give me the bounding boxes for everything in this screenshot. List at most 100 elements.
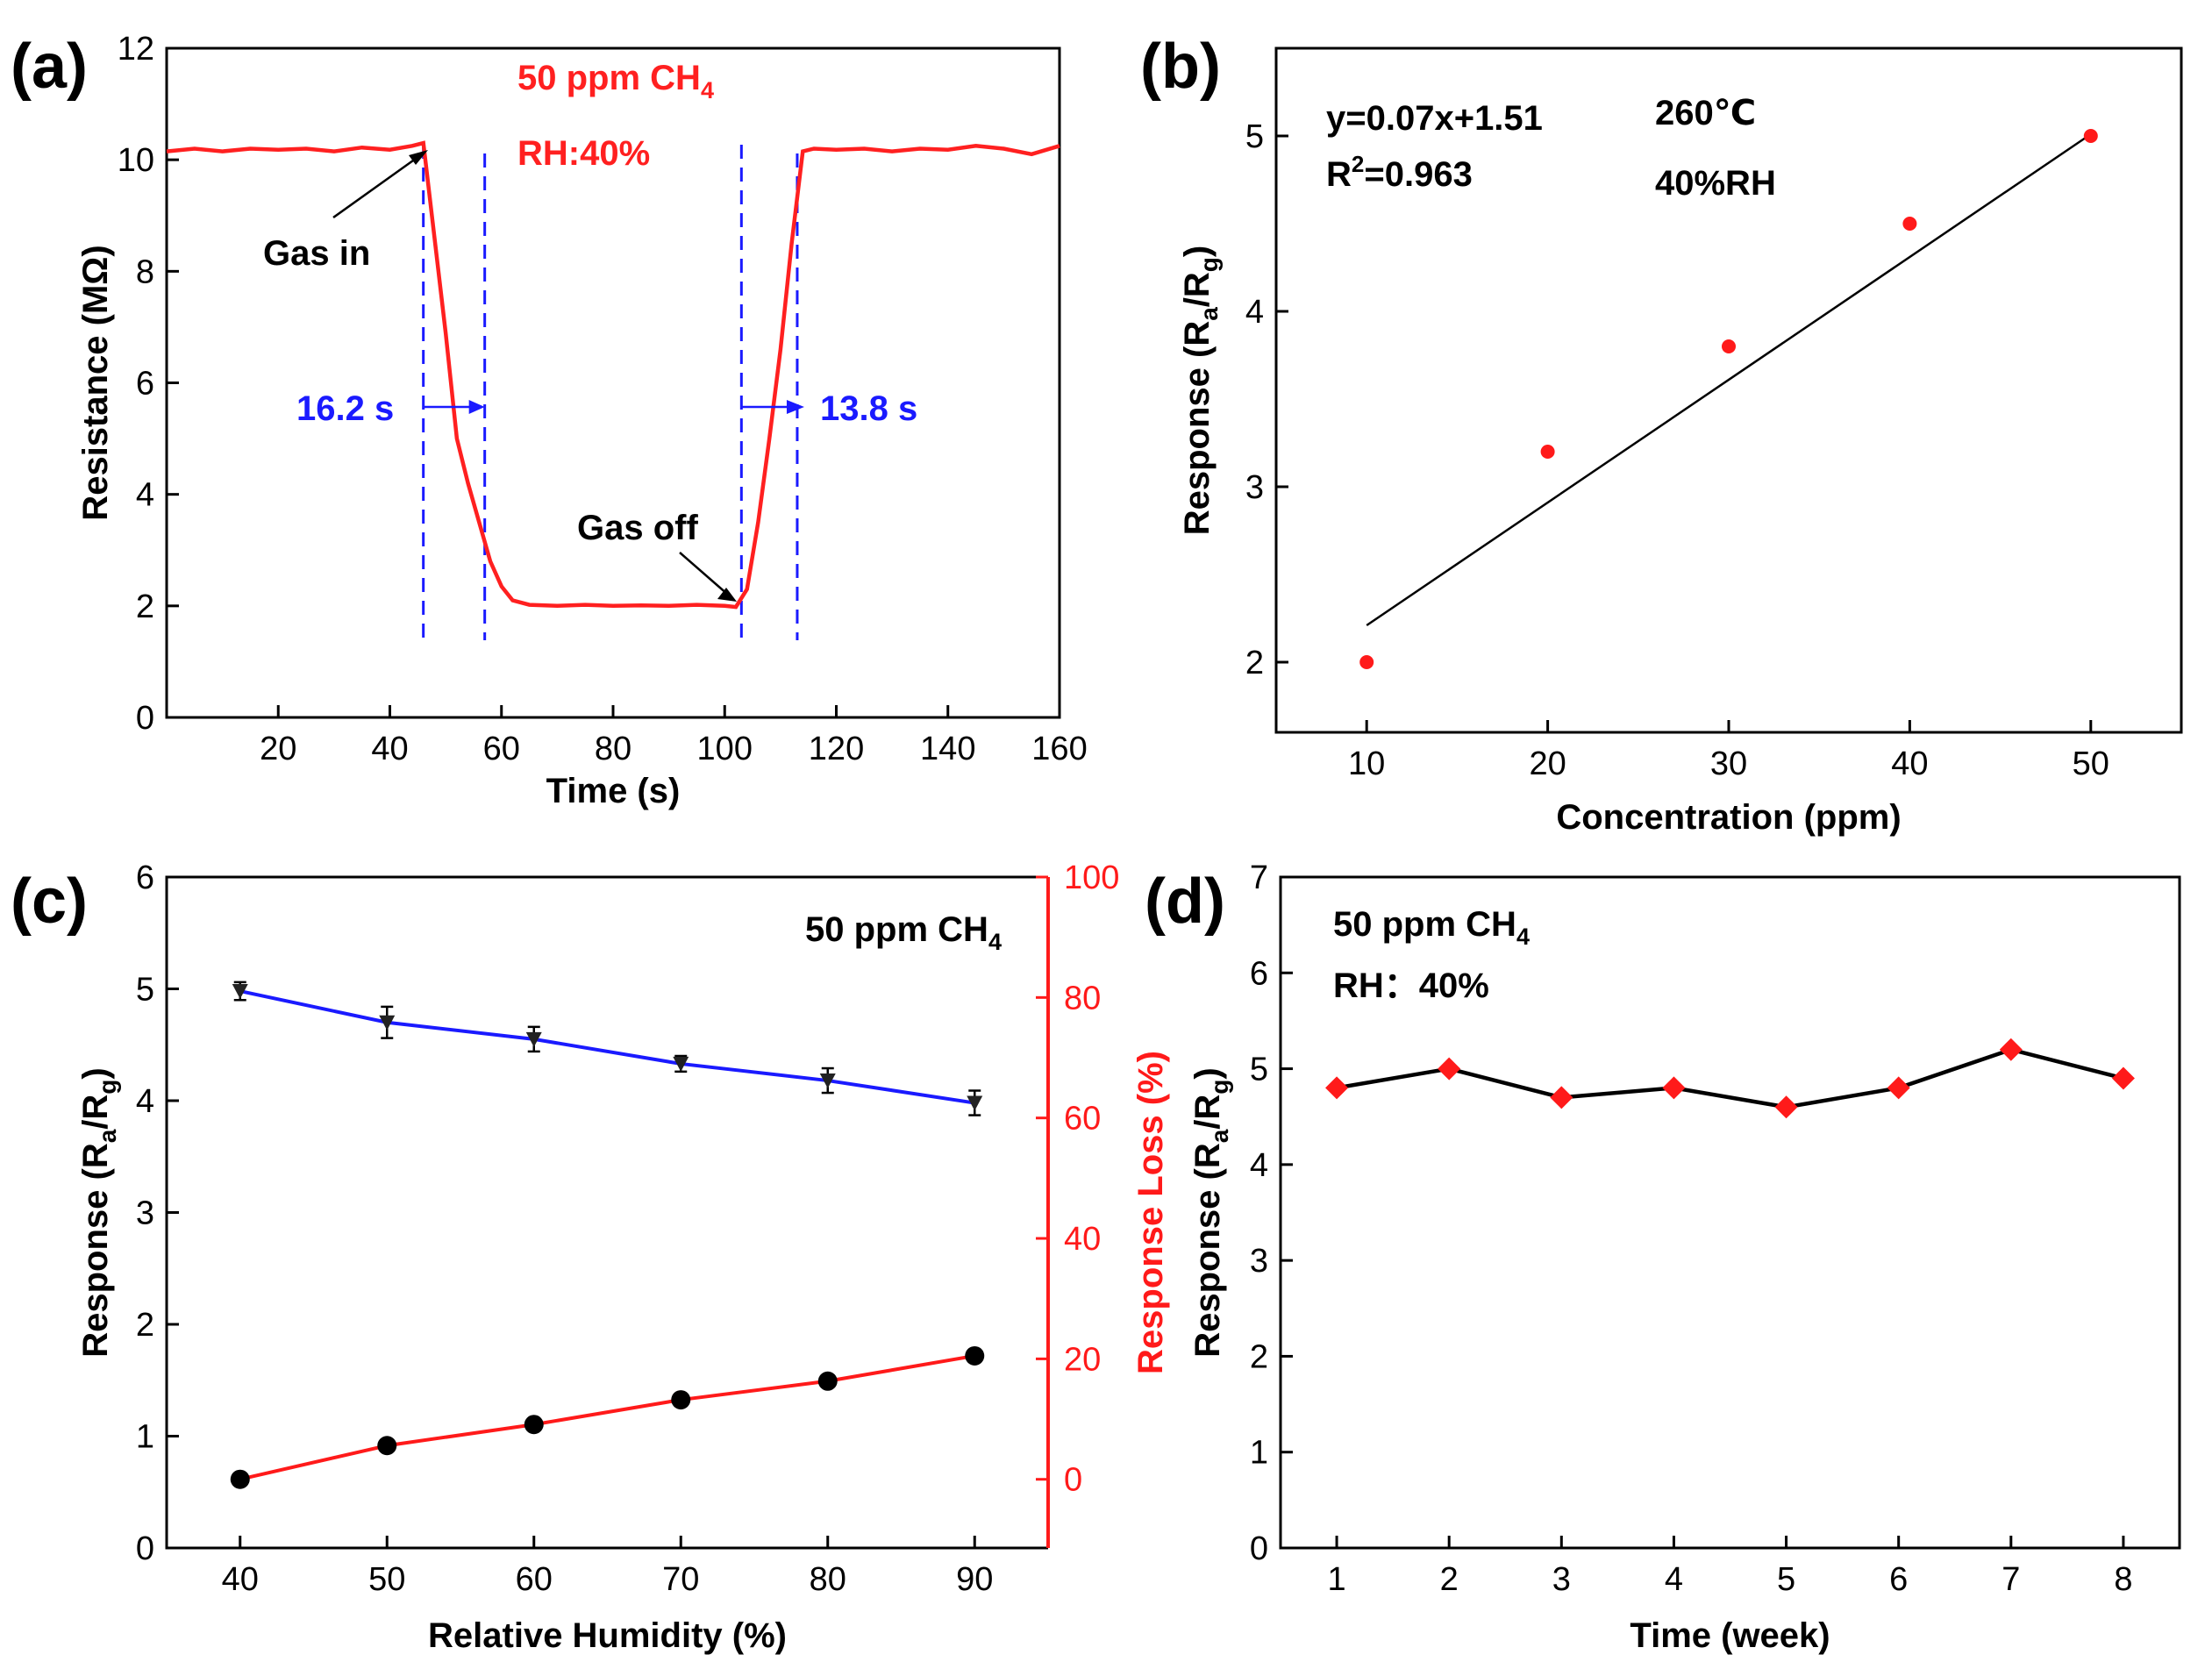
panel-d-xtick-label: 1 <box>1327 1561 1345 1598</box>
panel-c-xtick-label: 70 <box>662 1561 699 1598</box>
panel-c-ytick-label: 0 <box>136 1530 154 1567</box>
response-loss-marker <box>817 1371 838 1391</box>
panel-c-ytick-label: 3 <box>136 1195 154 1232</box>
panel-b-xtick-label: 40 <box>1891 745 1928 782</box>
response-time-arrowhead <box>468 400 485 414</box>
panel-b-xtick-label: 30 <box>1710 745 1747 782</box>
panel-d-xtick-label: 3 <box>1552 1561 1571 1598</box>
panel-c-y2tick-label: 40 <box>1064 1221 1101 1258</box>
panel-c-xtick-label: 50 <box>368 1561 405 1598</box>
response-marker <box>232 984 248 1000</box>
rh-label: RH:40% <box>517 134 650 173</box>
panel-d-annotation: 50 ppm CH4 <box>1333 905 1530 950</box>
r-squared: R2=0.963 <box>1326 151 1473 194</box>
gas-label: 50 ppm CH4 <box>517 59 714 103</box>
panel-a-ytick-label: 0 <box>136 700 154 737</box>
panel-c-y2tick-label: 60 <box>1064 1101 1101 1138</box>
recovery-time-arrowhead <box>786 400 804 414</box>
panel-d-ytick-label: 3 <box>1250 1243 1268 1280</box>
panel-c-ytick-label: 5 <box>136 972 154 1009</box>
panel-d-ytick-label: 2 <box>1250 1338 1268 1375</box>
panel-b-xtick-label: 20 <box>1529 745 1566 782</box>
response-marker <box>673 1056 689 1072</box>
humidity-label: 40%RH <box>1655 164 1776 203</box>
data-point <box>2083 129 2098 143</box>
response-loss-marker <box>671 1390 691 1410</box>
panel-d-frame <box>1279 875 2181 1550</box>
stability-marker <box>1550 1086 1573 1109</box>
gas-in-label: Gas in <box>263 234 370 273</box>
panel-d-ytick-label: 0 <box>1250 1530 1268 1567</box>
panel-a-ylabel: Resistance (MΩ) <box>76 245 115 520</box>
panel-c-xtick-label: 90 <box>956 1561 993 1598</box>
fit-equation: y=0.07x+1.51 <box>1326 99 1543 138</box>
panel-b-frame <box>1274 46 2183 734</box>
panel-c-xtick-label: 80 <box>810 1561 846 1598</box>
stability-marker <box>1999 1038 2023 1061</box>
panel-a-xtick-label: 60 <box>483 731 520 767</box>
panel-c-ytick-label: 4 <box>136 1083 154 1120</box>
panel-d-rh: RH：40% <box>1333 966 1489 1005</box>
panel-a-ytick-label: 6 <box>136 366 154 403</box>
panel-a-xtick-label: 80 <box>595 731 631 767</box>
response-loss-marker <box>965 1345 985 1366</box>
panel-b-ytick-label: 5 <box>1245 118 1264 155</box>
panel-a-ytick-label: 8 <box>136 253 154 290</box>
temperature-label: 260℃ <box>1655 94 1756 132</box>
data-point <box>1902 217 1917 231</box>
panel-d-ytick-label: 7 <box>1250 859 1268 896</box>
panel-c-annotation: 50 ppm CH4 <box>805 910 1002 955</box>
panel-c-xlabel: Relative Humidity (%) <box>428 1616 787 1655</box>
panel-a-xtick-label: 120 <box>809 731 864 767</box>
response-loss-line <box>239 1353 975 1481</box>
stability-marker <box>2111 1066 2135 1090</box>
panel-d-xtick-label: 4 <box>1665 1561 1683 1598</box>
panel-d-xlabel: Time (week) <box>1630 1616 1830 1655</box>
gas-in-arrow <box>332 154 420 219</box>
panel-c-ytick-label: 6 <box>136 859 154 896</box>
panel-c-label: (c) <box>11 867 88 937</box>
response-loss-marker <box>230 1469 250 1489</box>
panel-a-ytick-label: 2 <box>136 588 154 625</box>
panel-b-xlabel: Concentration (ppm) <box>1556 798 1901 837</box>
response-time-label: 16.2 s <box>296 389 394 428</box>
gas-off-arrow <box>679 552 729 596</box>
panel-c-ylabel: Response (Ra/Rg) <box>76 1067 121 1358</box>
panel-c-xtick-label: 60 <box>516 1561 553 1598</box>
response-marker <box>967 1095 983 1111</box>
response-line <box>239 989 975 1105</box>
response-marker <box>525 1031 542 1047</box>
resistance-line <box>166 140 1060 610</box>
response-loss-marker <box>377 1436 397 1456</box>
response-loss-marker <box>524 1415 544 1435</box>
panel-c-y2tick-label: 20 <box>1064 1341 1101 1378</box>
panel-a-xtick-label: 20 <box>260 731 296 767</box>
response-marker <box>379 1015 396 1031</box>
panel-a-ytick-label: 10 <box>118 142 154 179</box>
gas-off-arrowhead <box>717 588 737 602</box>
stability-marker <box>1438 1057 1461 1081</box>
panel-d-xtick-label: 8 <box>2114 1561 2132 1598</box>
panel-b-ytick-label: 2 <box>1245 645 1264 681</box>
panel-b-xtick-label: 50 <box>2073 745 2109 782</box>
panel-d-xtick-label: 7 <box>2002 1561 2020 1598</box>
data-point <box>1540 445 1555 459</box>
data-point <box>1722 339 1736 353</box>
data-point <box>1359 655 1374 669</box>
panel-a-xtick-label: 140 <box>920 731 975 767</box>
gas-off-label: Gas off <box>577 509 698 547</box>
panel-c-y2label: Response Loss (%) <box>1131 1051 1170 1374</box>
panel-d-xtick-label: 5 <box>1777 1561 1795 1598</box>
stability-marker <box>1325 1076 1349 1100</box>
panel-b-ytick-label: 4 <box>1245 294 1264 331</box>
panel-d-ytick-label: 6 <box>1250 955 1268 992</box>
stability-line <box>1336 1047 2124 1109</box>
panel-b-ytick-label: 3 <box>1245 469 1264 506</box>
fit-line <box>1366 132 2092 627</box>
panel-c-y2tick-label: 80 <box>1064 980 1101 1016</box>
panel-c-frame <box>165 875 1048 1550</box>
panel-d-ytick-label: 5 <box>1250 1052 1268 1088</box>
gas-in-arrowhead <box>409 150 428 165</box>
panel-c-y2tick-label: 0 <box>1064 1462 1082 1499</box>
stability-marker <box>1774 1095 1798 1119</box>
